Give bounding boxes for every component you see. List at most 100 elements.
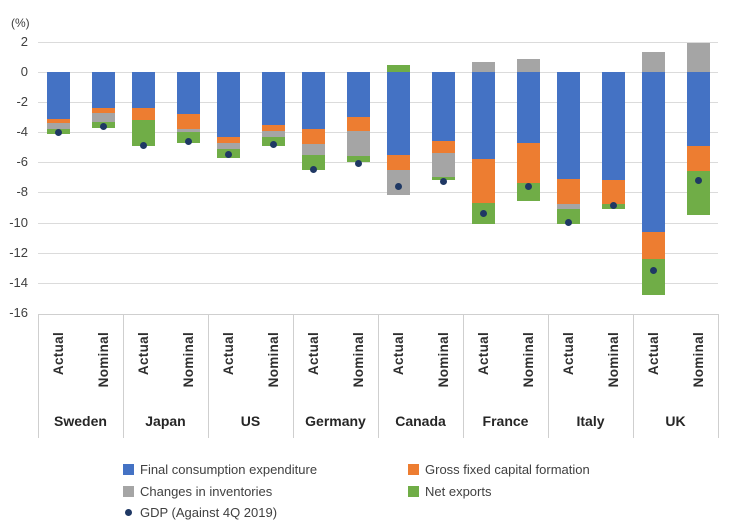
- bar-segment-gfcf: [557, 178, 581, 205]
- bar-type-label: Nominal: [180, 332, 196, 388]
- bar-segment-fce: [47, 72, 71, 119]
- legend: Final consumption expenditure Gross fixed…: [0, 445, 730, 529]
- bar-segment-inventories: [686, 43, 710, 72]
- bar-type-label: Nominal: [520, 332, 536, 388]
- bar-type-label: Actual: [306, 332, 322, 376]
- category-divider: [123, 314, 124, 438]
- bar-type-label: Actual: [51, 332, 67, 376]
- gridline: [38, 252, 718, 254]
- bar-segment-net-exports: [346, 156, 370, 163]
- gdp-dot: [354, 160, 362, 168]
- bar-segment-inventories: [346, 130, 370, 157]
- legend-swatch-icon: [123, 464, 134, 475]
- category-divider: [208, 314, 209, 438]
- bar-segment-fce: [516, 72, 540, 143]
- bar-segment-fce: [217, 72, 241, 137]
- bar-segment-net-exports: [642, 258, 666, 295]
- gdp-dot: [480, 210, 488, 217]
- bar-segment-inventories: [91, 112, 115, 122]
- gdp-dot: [439, 178, 447, 186]
- bar-segment-inventories: [302, 144, 326, 155]
- bar-type-label: Actual: [221, 332, 237, 376]
- bar-segment-inventories: [472, 61, 496, 72]
- category-divider: [38, 314, 39, 438]
- gdp-dot: [55, 128, 63, 136]
- bar-segment-gfcf: [387, 154, 411, 170]
- category-divider: [463, 314, 464, 438]
- legend-swatch-icon: [408, 464, 419, 475]
- gridline: [38, 72, 718, 73]
- bar-segment-inventories: [217, 142, 241, 149]
- gridline: [38, 41, 718, 43]
- bar-segment-fce: [387, 72, 411, 155]
- category-divider: [718, 314, 719, 438]
- legend-swatch-icon: [408, 486, 419, 497]
- country-label: France: [482, 413, 529, 429]
- bar-segment-gfcf: [91, 108, 115, 113]
- bar-segment-fce: [431, 72, 455, 142]
- bar-type-label: Actual: [136, 332, 152, 376]
- bar-segment-fce: [346, 72, 370, 118]
- bar-segment-gfcf: [472, 159, 496, 203]
- bar-segment-gfcf: [261, 124, 285, 131]
- bar-segment-gfcf: [302, 129, 326, 145]
- legend-label: Net exports: [425, 484, 492, 499]
- bar-segment-net-exports: [176, 132, 200, 143]
- bar-segment-inventories: [516, 58, 540, 72]
- gdp-dot: [99, 122, 107, 130]
- bar-segment-gfcf: [431, 141, 455, 154]
- bar-segment-inventories: [387, 169, 411, 196]
- gdp-dot: [140, 142, 148, 150]
- bar-segment-inventories: [176, 129, 200, 133]
- y-axis-tick-label: -6: [16, 154, 28, 170]
- gdp-dot: [565, 219, 573, 226]
- bar-type-label: Nominal: [265, 332, 281, 388]
- gdp-dot: [524, 182, 532, 190]
- bar-segment-net-exports: [686, 171, 710, 215]
- category-divider: [548, 314, 549, 438]
- y-axis-tick-label: -16: [9, 304, 28, 320]
- y-axis-tick-label: 0: [20, 64, 28, 79]
- gridline: [38, 162, 718, 164]
- bar-segment-inventories: [642, 52, 666, 72]
- bar-segment-gfcf: [642, 231, 666, 259]
- gridline: [38, 102, 718, 104]
- bar-segment-fce: [601, 72, 625, 181]
- plot-area: 2 0 -2 -4 -6 -8 -10 -12 -14 -16 Actual Nominal Swede…: [9, 33, 719, 438]
- bar-segment-net-exports: [302, 154, 326, 170]
- bar-segment-net-exports: [557, 209, 581, 225]
- bar-segment-fce: [91, 72, 115, 109]
- legend-item: Changes in inventories: [123, 484, 272, 499]
- y-axis-tick-label: -10: [9, 214, 28, 230]
- legend-gdp-dot-icon: [125, 509, 132, 516]
- category-divider: [633, 314, 634, 438]
- y-axis-tick-label: -4: [16, 124, 28, 140]
- country-label: Japan: [145, 413, 186, 429]
- country-label: Italy: [576, 413, 605, 429]
- bar-type-label: Actual: [476, 332, 492, 376]
- bar-segment-inventories: [261, 130, 285, 137]
- bar-segment-fce: [642, 72, 666, 232]
- bar-segment-fce: [686, 72, 710, 146]
- gridline: [38, 222, 718, 224]
- bar-segment-inventories: [431, 153, 455, 178]
- bar-segment-gfcf: [516, 142, 540, 184]
- y-axis-tick-label: -14: [9, 274, 28, 290]
- legend-label: GDP (Against 4Q 2019): [140, 505, 278, 520]
- bar-type-label: Actual: [646, 332, 662, 376]
- legend-label: Gross fixed capital formation: [425, 462, 590, 477]
- bar-type-label: Actual: [561, 332, 577, 376]
- bar-type-label: Nominal: [95, 332, 111, 388]
- country-label: UK: [665, 413, 686, 429]
- bar-segment-gfcf: [601, 180, 625, 205]
- y-axis-tick-label: -12: [9, 244, 28, 260]
- y-axis-tick-label: 2: [20, 33, 28, 49]
- gdp-dot: [694, 176, 702, 184]
- gdp-dot: [225, 151, 233, 159]
- gridline: [38, 192, 718, 194]
- bar-segment-gfcf: [346, 117, 370, 131]
- bar-type-label: Nominal: [350, 332, 366, 388]
- bar-segment-net-exports: [516, 183, 540, 202]
- bar-segment-fce: [132, 72, 156, 109]
